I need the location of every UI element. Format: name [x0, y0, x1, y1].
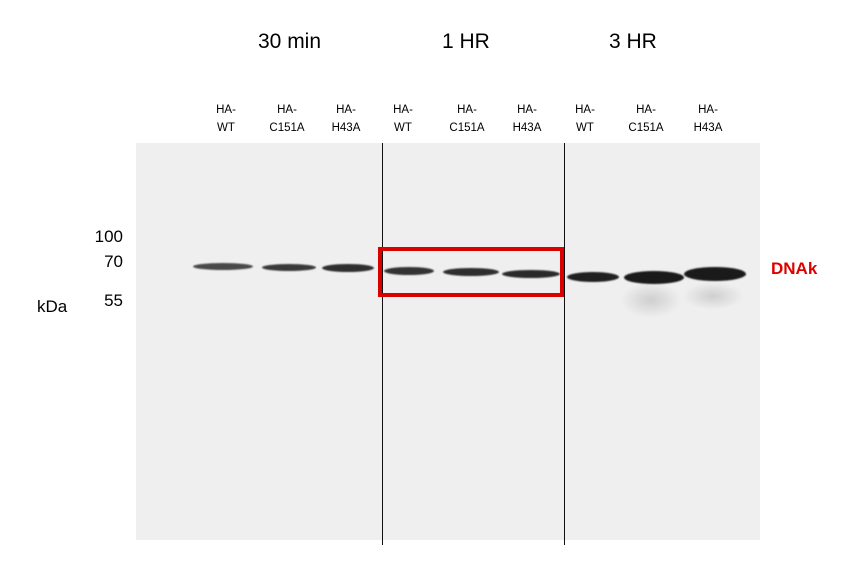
- marker-55: 55: [104, 291, 123, 310]
- band-lane-3: [322, 264, 374, 272]
- smear: [620, 282, 682, 318]
- lane-label: HA- WT: [393, 104, 413, 134]
- band-lane-5: [443, 268, 499, 276]
- band-lane-7: [567, 272, 619, 282]
- band-lane-1: [193, 263, 253, 270]
- marker-70: 70: [104, 252, 123, 271]
- marker-unit: kDa: [37, 297, 68, 316]
- band-lane-8: [624, 271, 684, 284]
- highlight-box: [378, 247, 564, 297]
- group-divider: [564, 143, 565, 545]
- marker-100: 100: [94, 227, 123, 246]
- lane-label: HA- WT: [575, 104, 595, 134]
- protein-label: DNAk: [771, 259, 818, 278]
- band-lane-9: [684, 267, 746, 281]
- lane-label: HA- C151A: [269, 104, 305, 134]
- group-label-1hr: 1 HR: [442, 30, 490, 53]
- band-lane-4: [384, 267, 434, 275]
- lane-label: HA- H43A: [693, 104, 723, 134]
- group-divider: [382, 143, 383, 545]
- group-label-30min: 30 min: [258, 30, 322, 53]
- lane-label: HA- H43A: [512, 104, 542, 134]
- band-lane-6: [502, 270, 560, 278]
- band-lane-2: [262, 264, 316, 271]
- lane-label: HA- C151A: [449, 104, 485, 134]
- lane-label: HA- H43A: [331, 104, 361, 134]
- smear: [682, 282, 744, 310]
- lane-label: HA- C151A: [628, 104, 664, 134]
- lane-label: HA- WT: [216, 104, 236, 134]
- blot-membrane: [136, 143, 760, 540]
- group-label-3hr: 3 HR: [609, 30, 657, 53]
